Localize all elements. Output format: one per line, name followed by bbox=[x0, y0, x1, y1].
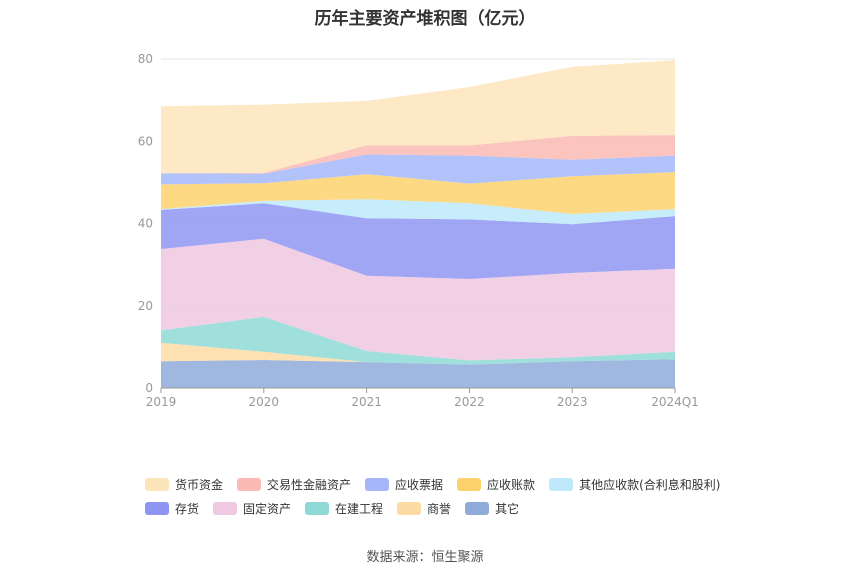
legend-item[interactable]: 商誉 bbox=[397, 500, 451, 517]
area-series-3 bbox=[161, 238, 675, 361]
y-tick-label: 40 bbox=[138, 217, 153, 231]
x-tick-label: 2024Q1 bbox=[651, 395, 699, 409]
area-series-2 bbox=[161, 316, 675, 365]
area-series-0 bbox=[161, 359, 675, 388]
area-series-9 bbox=[161, 60, 675, 174]
legend-swatch bbox=[397, 501, 422, 515]
legend-label: 交易性金融资产 bbox=[267, 477, 352, 492]
legend-item[interactable]: 应收账款 bbox=[457, 476, 535, 493]
legend-label: 存货 bbox=[175, 501, 200, 516]
legend-label: 在建工程 bbox=[335, 501, 384, 516]
legend-row: 货币资金 交易性金融资产 应收票据 应收账款 其他应收款(合利息和股利) bbox=[145, 472, 745, 496]
legend-item[interactable]: 在建工程 bbox=[305, 500, 383, 517]
x-tick-label: 2022 bbox=[454, 395, 485, 409]
legend-item[interactable]: 货币资金 bbox=[145, 476, 223, 493]
legend-label: 其他应收款(合利息和股利) bbox=[579, 477, 721, 492]
axes: 0 20 40 60 80 2019 2020 2021 2022 2023 2024Q1 bbox=[138, 52, 699, 409]
legend-swatch bbox=[145, 477, 169, 491]
area-series-layer bbox=[161, 60, 675, 388]
legend-swatch bbox=[457, 477, 482, 491]
y-tick-label: 20 bbox=[138, 299, 153, 313]
x-tick-label: 2021 bbox=[351, 395, 382, 409]
legend-label: 应收票据 bbox=[395, 477, 444, 492]
area-series-6 bbox=[161, 172, 675, 214]
y-tick-label: 0 bbox=[145, 381, 153, 395]
y-tick-label: 60 bbox=[138, 134, 153, 148]
legend-item[interactable]: 存货 bbox=[145, 500, 199, 517]
area-series-7 bbox=[161, 154, 675, 185]
x-tick-label: 2020 bbox=[249, 395, 280, 409]
legend-item[interactable]: 其他应收款(合利息和股利) bbox=[549, 476, 720, 493]
legend-label: 货币资金 bbox=[175, 477, 224, 492]
source-note: 数据来源：恒生聚源 bbox=[366, 550, 484, 565]
area-series-1 bbox=[161, 342, 675, 365]
legend-item[interactable]: 交易性金融资产 bbox=[237, 476, 351, 493]
chart-title: 历年主要资产堆积图（亿元） bbox=[314, 9, 536, 29]
area-series-4 bbox=[161, 203, 675, 279]
legend-swatch bbox=[237, 477, 262, 491]
area-series-5 bbox=[161, 199, 675, 225]
legend: 货币资金 交易性金融资产 应收票据 应收账款 其他应收款(合利息和股利) 存货 固定资产 在… bbox=[145, 472, 745, 520]
legend-item[interactable]: 固定资产 bbox=[213, 500, 291, 517]
y-tick-label: 80 bbox=[138, 52, 153, 66]
legend-swatch bbox=[213, 501, 238, 515]
legend-swatch bbox=[145, 501, 169, 515]
legend-item[interactable]: 其它 bbox=[465, 500, 519, 517]
legend-swatch bbox=[305, 501, 330, 515]
legend-swatch bbox=[549, 477, 574, 491]
x-tick-label: 2023 bbox=[557, 395, 588, 409]
legend-label: 固定资产 bbox=[243, 501, 292, 516]
legend-row: 存货 固定资产 在建工程 商誉 其它 bbox=[145, 496, 745, 520]
legend-swatch bbox=[465, 501, 490, 515]
legend-label: 商誉 bbox=[427, 501, 452, 516]
legend-item[interactable]: 应收票据 bbox=[365, 476, 443, 493]
legend-label: 应收账款 bbox=[487, 477, 536, 492]
area-series-8 bbox=[161, 135, 675, 174]
legend-swatch bbox=[365, 477, 390, 491]
x-tick-label: 2019 bbox=[146, 395, 177, 409]
legend-label: 其它 bbox=[495, 501, 520, 516]
